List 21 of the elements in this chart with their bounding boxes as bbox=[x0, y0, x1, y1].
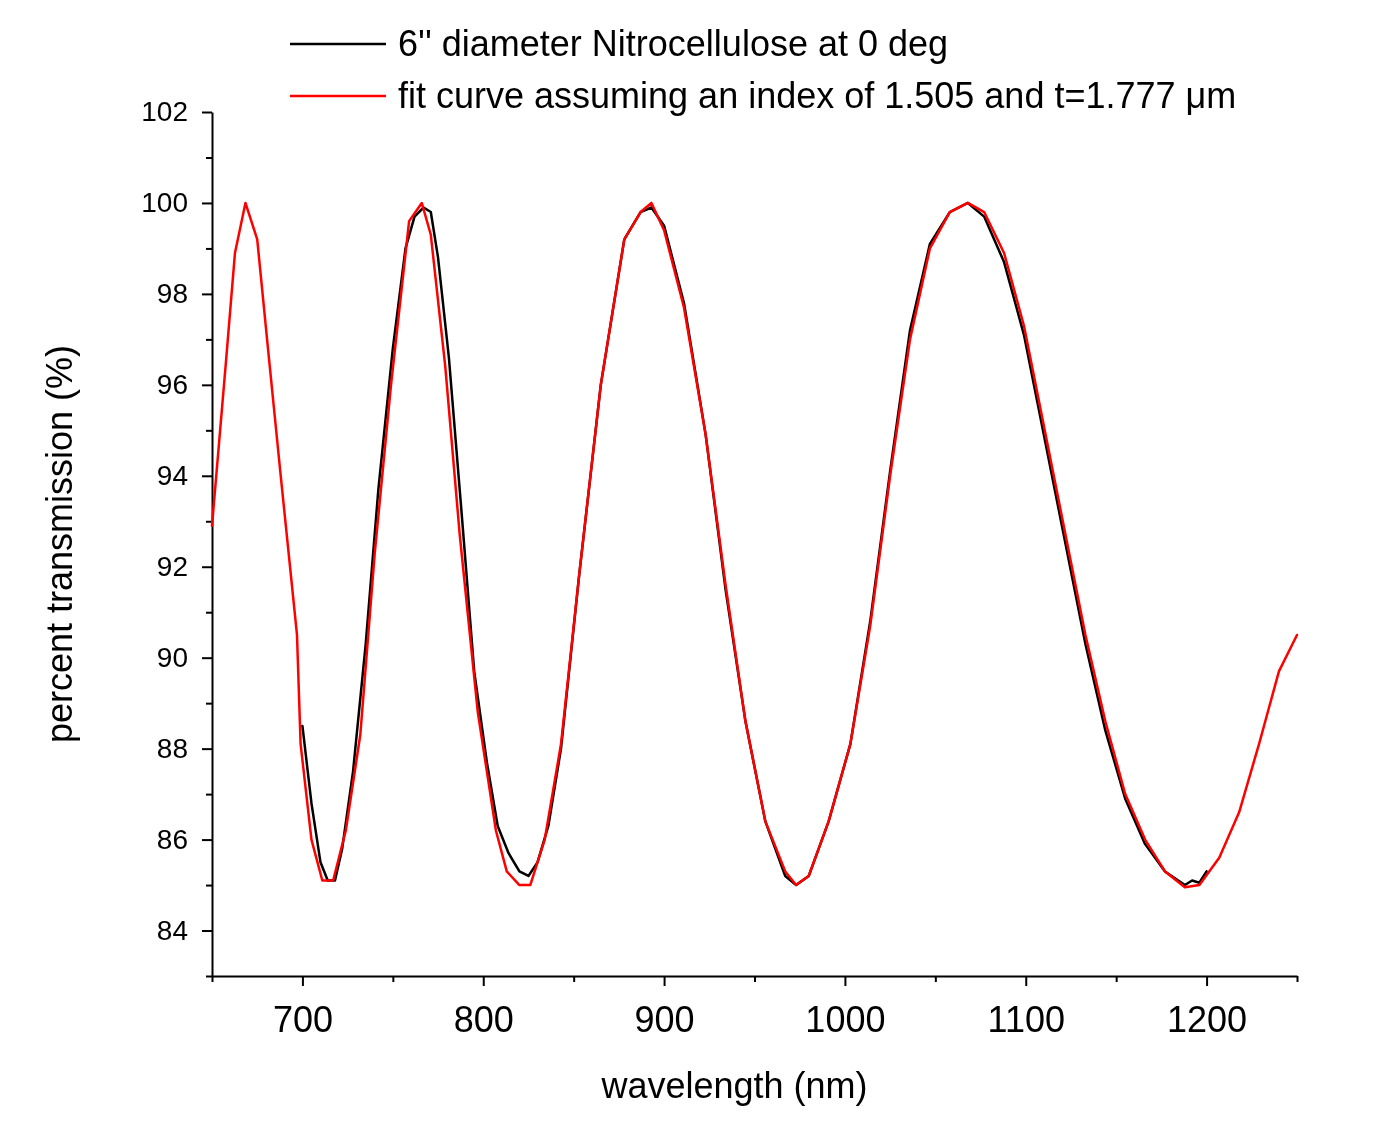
x-tick-label: 900 bbox=[634, 998, 695, 1040]
x-tick-label: 1100 bbox=[987, 998, 1065, 1040]
y-tick-label: 94 bbox=[156, 460, 188, 492]
y-tick-label: 96 bbox=[156, 369, 188, 401]
y-tick-label: 92 bbox=[156, 551, 188, 583]
y-tick-label: 88 bbox=[156, 733, 188, 765]
y-tick-label: 86 bbox=[156, 824, 188, 856]
y-tick-label: 102 bbox=[141, 96, 188, 128]
line-series bbox=[210, 201, 1299, 889]
y-axis-title: percent transmission (%) bbox=[39, 344, 80, 744]
x-tick-label: 1000 bbox=[805, 998, 886, 1040]
legend-label: 6'' diameter Nitrocellulose at 0 deg bbox=[398, 23, 949, 64]
y-tick-label: 100 bbox=[141, 187, 188, 219]
y-tick-label: 84 bbox=[156, 914, 188, 946]
y-tick-label: 98 bbox=[156, 278, 188, 310]
x-tick-label: 700 bbox=[272, 998, 333, 1040]
legend-label: fit curve assuming an index of 1.505 and t=1.777 μm bbox=[398, 75, 1237, 116]
x-axis-title: wavelength (nm) bbox=[600, 1065, 868, 1106]
x-tick-label: 1200 bbox=[1167, 998, 1248, 1040]
y-tick-label: 90 bbox=[156, 642, 188, 674]
x-tick-label: 800 bbox=[453, 998, 514, 1040]
